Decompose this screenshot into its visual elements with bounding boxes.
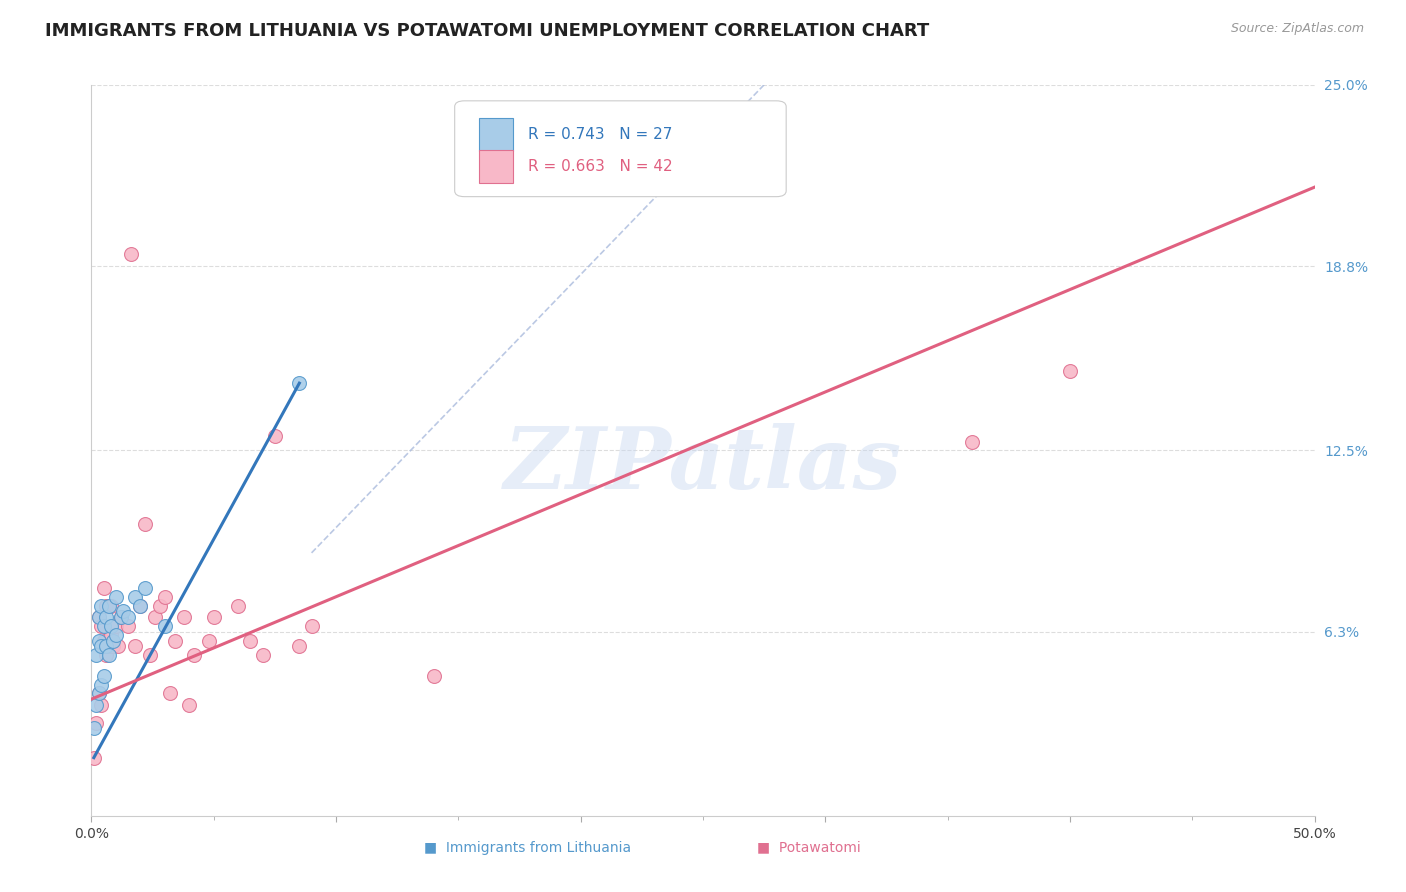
Point — [90, 640, 112, 654]
Point — [423, 669, 446, 683]
Point — [97, 640, 120, 654]
Point — [120, 247, 142, 261]
Text: R = 0.663   N = 42: R = 0.663 N = 42 — [529, 159, 672, 174]
FancyBboxPatch shape — [479, 150, 513, 183]
Point — [100, 628, 122, 642]
Point — [1059, 364, 1081, 378]
Point — [90, 599, 112, 613]
Point — [288, 376, 311, 391]
Point — [93, 619, 115, 633]
FancyBboxPatch shape — [479, 118, 513, 151]
Point — [94, 640, 117, 654]
Point — [84, 715, 107, 730]
Point — [93, 633, 115, 648]
Point — [103, 640, 125, 654]
Point — [112, 604, 135, 618]
Point — [153, 619, 176, 633]
Point — [134, 581, 156, 595]
Point — [94, 610, 117, 624]
FancyBboxPatch shape — [454, 101, 786, 196]
Point — [134, 516, 156, 531]
Point — [84, 698, 107, 712]
Point — [202, 610, 225, 624]
Point — [129, 599, 152, 613]
Point — [226, 599, 249, 613]
Point — [143, 610, 166, 624]
Point — [97, 648, 120, 663]
Point — [83, 750, 105, 764]
Point — [163, 633, 186, 648]
Point — [124, 640, 146, 654]
Point — [139, 648, 162, 663]
Point — [104, 590, 127, 604]
Text: ■  Potawatomi: ■ Potawatomi — [756, 840, 860, 855]
Point — [153, 590, 176, 604]
Point — [110, 610, 132, 624]
Point — [239, 633, 262, 648]
Point — [149, 599, 172, 613]
Point — [93, 581, 115, 595]
Point — [252, 648, 274, 663]
Point — [100, 619, 122, 633]
Point — [124, 590, 146, 604]
Text: IMMIGRANTS FROM LITHUANIA VS POTAWATOMI UNEMPLOYMENT CORRELATION CHART: IMMIGRANTS FROM LITHUANIA VS POTAWATOMI … — [45, 22, 929, 40]
Point — [173, 610, 195, 624]
Point — [107, 640, 129, 654]
Point — [159, 686, 181, 700]
Point — [198, 633, 221, 648]
Point — [104, 619, 127, 633]
Text: R = 0.743   N = 27: R = 0.743 N = 27 — [529, 127, 672, 142]
Point — [87, 686, 110, 700]
Point — [84, 648, 107, 663]
Point — [301, 619, 323, 633]
Point — [117, 619, 139, 633]
Point — [94, 599, 117, 613]
Point — [97, 599, 120, 613]
Point — [87, 610, 110, 624]
Point — [110, 610, 132, 624]
Point — [100, 599, 122, 613]
Point — [87, 633, 110, 648]
Point — [179, 698, 201, 712]
Point — [104, 628, 127, 642]
Point — [960, 434, 983, 449]
Point — [90, 619, 112, 633]
Point — [90, 677, 112, 691]
Point — [288, 640, 311, 654]
Text: Source: ZipAtlas.com: Source: ZipAtlas.com — [1230, 22, 1364, 36]
Point — [87, 610, 110, 624]
Point — [117, 610, 139, 624]
Point — [264, 429, 287, 443]
Point — [103, 633, 125, 648]
Text: ZIPatlas: ZIPatlas — [503, 424, 903, 507]
Point — [93, 669, 115, 683]
Point — [94, 648, 117, 663]
Point — [90, 698, 112, 712]
Text: ■  Immigrants from Lithuania: ■ Immigrants from Lithuania — [423, 840, 631, 855]
Point — [129, 599, 152, 613]
Point — [183, 648, 205, 663]
Point — [83, 722, 105, 736]
Point — [87, 686, 110, 700]
